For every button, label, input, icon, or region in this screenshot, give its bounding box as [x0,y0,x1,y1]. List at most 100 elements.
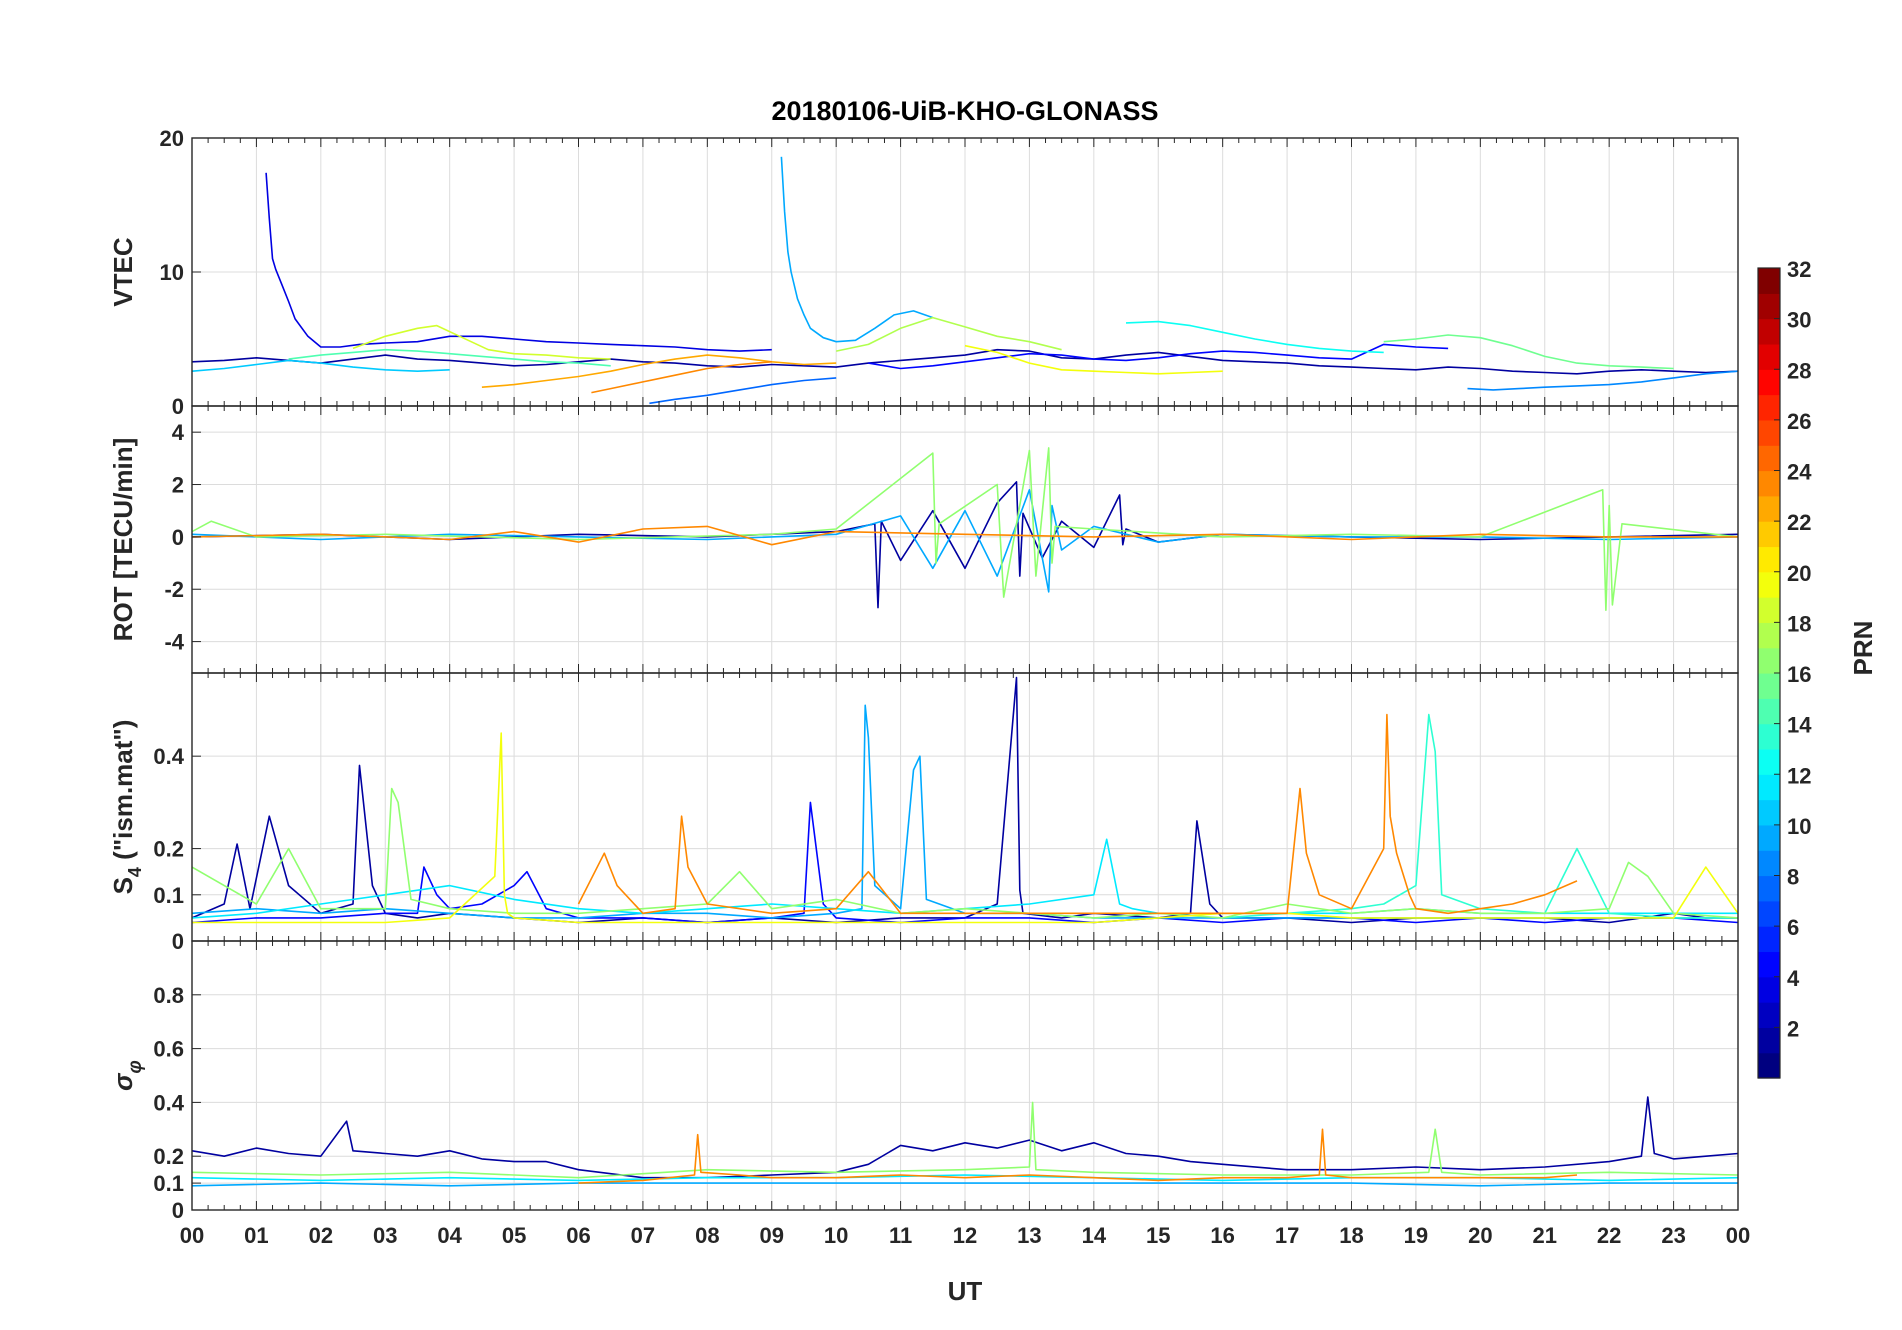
colorbar-segment [1758,268,1780,294]
series-line-prn-24 [577,713,1578,915]
x-tick-label: 08 [695,1223,719,1248]
panel-sigma-phi: 00.10.2 0.4 0.6 0.8 σφ [108,940,1739,1223]
series-line-prn-10 [780,156,934,343]
colorbar-segment [1758,799,1780,826]
series-line-prn-2 [192,348,1738,375]
colorbar-tick-label: 32 [1787,257,1811,282]
colorbar-segment [1758,824,1780,851]
colorbar-tick-label: 12 [1787,763,1811,788]
colorbar-segment [1758,723,1780,750]
series-line-prn-9 [1467,370,1738,391]
colorbar-segment [1758,546,1780,573]
colorbar-segment [1758,470,1780,497]
y-axis-label-sigma_phi: σφ [108,1060,146,1091]
colorbar-tick-label: 24 [1787,460,1812,485]
y-tick-label: 0.2 [153,837,184,862]
x-tick-label: 05 [502,1223,526,1248]
x-tick-label: 13 [1017,1223,1041,1248]
colorbar-segment [1758,774,1780,801]
x-axis-label: UT [948,1276,983,1306]
y-tick-label: 0 [172,525,184,550]
y-tick-label: 10 [160,260,184,285]
colorbar-segment [1758,597,1780,623]
series-line-prn-14 [1222,713,1738,919]
x-tick-label: 21 [1533,1223,1557,1248]
series-line-prn-20 [964,344,1223,375]
series-line-prn-24 [578,1128,1578,1184]
y-tick-label: -4 [164,630,184,655]
series-line-prn-20 [192,732,1738,924]
x-tick-label: 09 [760,1223,784,1248]
x-tick-label: 00 [1726,1223,1750,1248]
colorbar-tick-label: 14 [1787,713,1812,738]
series-line-prn-17 [192,447,1738,611]
colorbar-tick-label: 16 [1787,662,1811,687]
series-line-prn-5 [192,801,1738,924]
panel-s4: 0 0.1 0.2 0.4 S4 ("ism.mat") [108,672,1739,954]
series-line-prn-13 [1125,320,1384,354]
colorbar-segment [1758,1052,1780,1079]
colorbar-segment [1758,698,1780,725]
colorbar-segment [1758,875,1780,902]
x-tick-label: 20 [1468,1223,1492,1248]
y-tick-label: 0.1 [153,1171,184,1196]
series-line-prn-8 [649,377,837,405]
y-axis-label-rot: ROT [TECU/min] [108,438,138,642]
colorbar-segment [1758,748,1780,775]
series-line-prn-18 [836,316,1062,352]
x-tick-label: 23 [1661,1223,1685,1248]
panel-rot: -4 -2 0 2 4 ROT [TECU/min] [108,405,1739,674]
y-axis-label-s4: S4 ("ism.mat") [108,720,145,895]
colorbar-segment [1758,495,1780,522]
series-line-prn-16 [1383,334,1674,370]
colorbar-segment [1758,951,1780,978]
y-tick-label: 0.6 [153,1037,184,1062]
colorbar-segment [1758,926,1780,953]
x-tick-label: 03 [373,1223,397,1248]
x-tick-label: 14 [1082,1223,1107,1248]
colorbar-tick-label: 8 [1787,865,1799,890]
chart-title: 20180106-UiB-KHO-GLONASS [771,96,1158,126]
x-tick-label: 00 [180,1223,204,1248]
colorbar-segment [1758,673,1780,699]
colorbar-tick-label: 6 [1787,915,1799,940]
colorbar-tick-label: 28 [1787,358,1811,383]
colorbar-tick-label: 10 [1787,814,1811,839]
colorbar-segment [1758,900,1780,927]
x-tick-label: 17 [1275,1223,1299,1248]
series-line-prn-24 [192,525,1738,546]
y-tick-label: 0 [172,1198,184,1223]
panel-vtec: 0 10 20 VTEC [108,126,1739,419]
colorbar-tick-label: 30 [1787,308,1811,333]
colorbar-segment [1758,1002,1780,1028]
colorbar-segment [1758,622,1780,649]
colorbar-segment [1758,318,1780,345]
series-line-prn-24 [591,361,772,394]
y-axis-label-vtec: VTEC [108,237,138,307]
colorbar-segment [1758,976,1780,1003]
y-tick-label: 0.4 [153,1090,184,1115]
colorbar-tick-label: 26 [1787,409,1811,434]
colorbar-tick-label: 2 [1787,1016,1799,1041]
y-tick-label: 0 [172,394,184,419]
x-tick-label: 12 [953,1223,977,1248]
y-tick-label: 2 [172,473,184,498]
y-tick-label: 0.8 [153,983,184,1008]
y-tick-label: 0.1 [153,883,184,908]
x-tick-label: 11 [889,1223,912,1248]
colorbar-segment [1758,571,1780,598]
colorbar-segment [1758,647,1780,674]
x-tick-label: 07 [631,1223,655,1248]
series-line-prn-17 [192,1101,1738,1179]
x-tick-label: 15 [1146,1223,1170,1248]
x-tick-label: 01 [244,1223,268,1248]
colorbar-segment [1758,394,1780,421]
colorbar-segment [1758,293,1780,320]
colorbar-tick-label: 18 [1787,611,1811,636]
colorbar-tick-label: 4 [1787,966,1800,991]
x-tick-label: 10 [824,1223,848,1248]
x-tick-label: 06 [566,1223,590,1248]
x-tick-label: 22 [1597,1223,1621,1248]
x-tick-label: 16 [1210,1223,1234,1248]
